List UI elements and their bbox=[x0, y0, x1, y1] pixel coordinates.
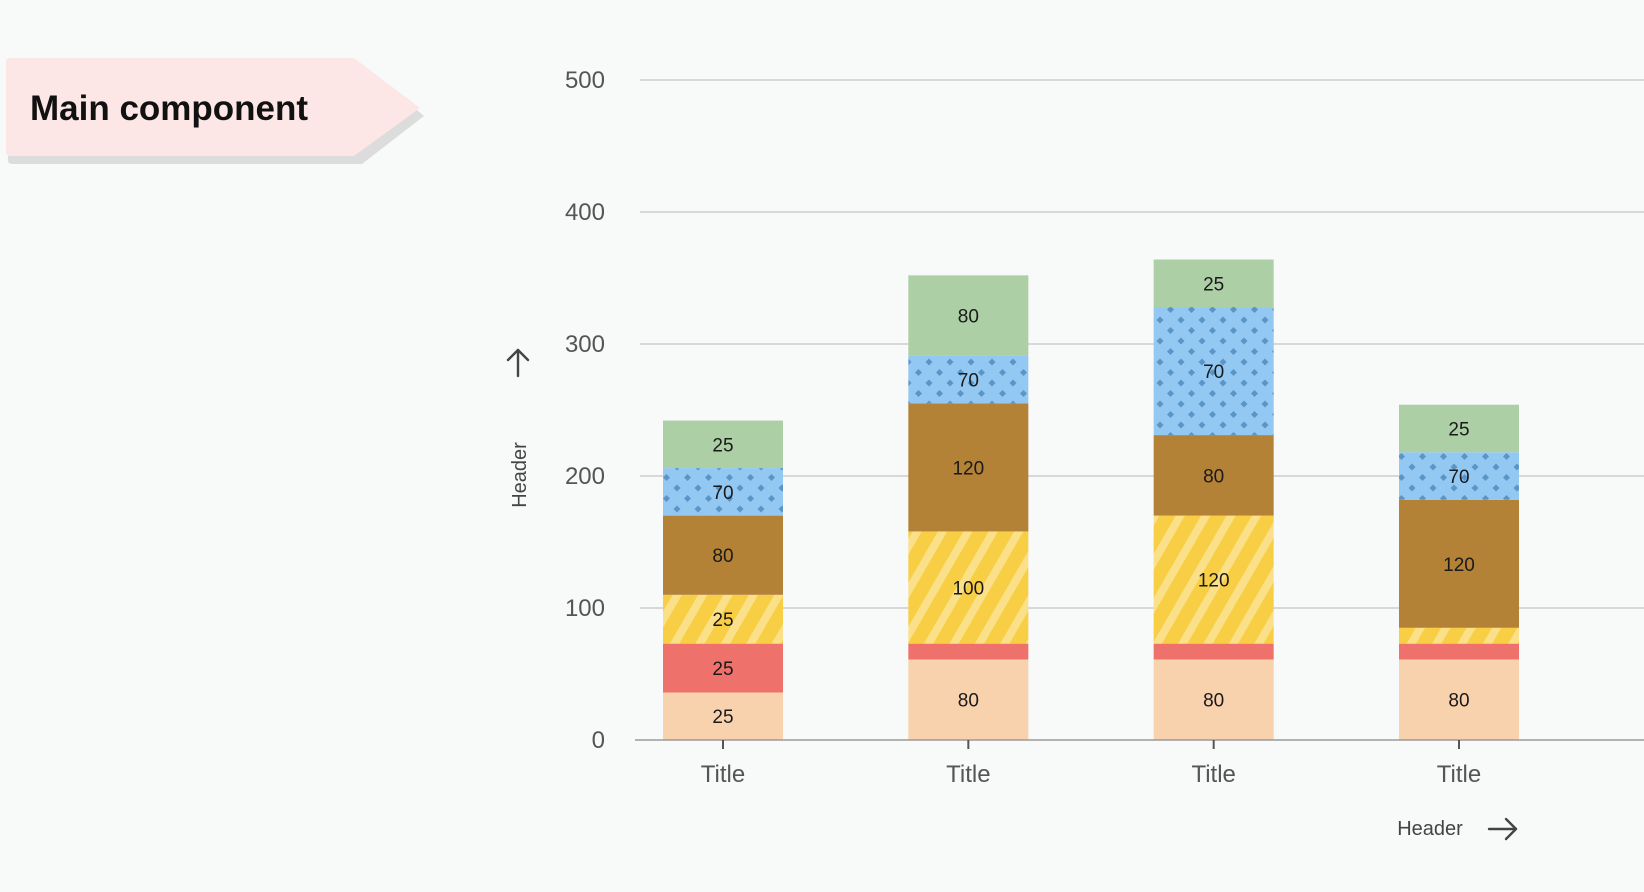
x-tick-label: Title bbox=[1437, 761, 1481, 788]
bar-segment-series-2-cat-1 bbox=[663, 643, 783, 693]
segment-value-label: 70 bbox=[1203, 362, 1224, 383]
bar-segment-series-3-cat-2 bbox=[908, 531, 1029, 644]
bar-segment-series-1-cat-1 bbox=[663, 692, 783, 740]
y-axis-title: Header bbox=[509, 442, 531, 508]
segment-value-label: 80 bbox=[1448, 691, 1469, 712]
y-tick-label: 0 bbox=[592, 727, 605, 754]
main-component-tag: Main component bbox=[6, 58, 426, 166]
bar-segment-series-3-cat-4 bbox=[1399, 627, 1519, 644]
segment-value-label: 80 bbox=[1203, 691, 1224, 712]
bar-segment-series-1-cat-2 bbox=[908, 659, 1029, 740]
bar-segment-series-1-cat-4 bbox=[1399, 659, 1519, 740]
segment-value-label: 70 bbox=[712, 483, 733, 504]
segment-value-label: 80 bbox=[958, 691, 979, 712]
segment-value-label: 70 bbox=[1448, 467, 1469, 488]
segment-value-label: 80 bbox=[712, 546, 733, 567]
segment-value-label: 25 bbox=[712, 435, 733, 456]
x-axis: Title Title Title Title bbox=[635, 739, 1644, 788]
y-tick-label: 200 bbox=[565, 463, 605, 490]
bar-segment-series-3-cat-1 bbox=[663, 594, 783, 644]
y-tick-label: 500 bbox=[565, 67, 605, 94]
segment-value-label: 120 bbox=[952, 458, 984, 479]
segment-value-label: 25 bbox=[712, 610, 733, 631]
bar-segment-series-2-cat-3 bbox=[1153, 643, 1274, 660]
x-axis-title: Header bbox=[1397, 818, 1463, 840]
segment-value-label: 25 bbox=[1203, 274, 1224, 295]
bars bbox=[663, 259, 1519, 740]
x-tick-label: Title bbox=[701, 761, 745, 788]
y-tick-label: 400 bbox=[565, 199, 605, 226]
segment-value-label: 25 bbox=[1448, 419, 1469, 440]
bar-segment-series-2-cat-2 bbox=[908, 643, 1029, 660]
segment-value-label: 120 bbox=[1198, 571, 1230, 592]
bar-segment-series-6-cat-1 bbox=[663, 420, 783, 469]
segment-value-label: 70 bbox=[958, 371, 979, 392]
y-tick-label: 100 bbox=[565, 595, 605, 622]
tag-shape bbox=[6, 58, 424, 164]
bar-segment-series-3-cat-3 bbox=[1153, 515, 1274, 644]
bar-segment-series-5-cat-3 bbox=[1153, 307, 1274, 436]
x-tick-label: Title bbox=[1191, 761, 1235, 788]
x-tick-label: Title bbox=[946, 761, 990, 788]
bar-segment-series-6-cat-3 bbox=[1153, 259, 1274, 308]
y-axis-ticks: 0 100 200 300 400 500 bbox=[565, 67, 605, 754]
segment-value-label: 80 bbox=[1203, 466, 1224, 487]
segment-value-label: 25 bbox=[712, 707, 733, 728]
y-tick-label: 300 bbox=[565, 331, 605, 358]
arrow-up-icon bbox=[506, 348, 530, 378]
bar-segment-series-1-cat-3 bbox=[1153, 659, 1274, 740]
x-axis-title-group: Header bbox=[1397, 817, 1518, 841]
segment-value-label: 25 bbox=[712, 659, 733, 680]
segment-value-label: 80 bbox=[958, 307, 979, 328]
arrow-right-icon bbox=[1487, 817, 1518, 841]
segment-value-label: 120 bbox=[1443, 555, 1475, 576]
bar-segment-series-5-cat-2 bbox=[908, 355, 1029, 404]
main-component-label: Main component bbox=[30, 89, 309, 128]
grid-lines bbox=[640, 79, 1644, 609]
y-axis-title-group: Header bbox=[506, 348, 531, 508]
bar-segment-series-5-cat-1 bbox=[663, 468, 783, 516]
bar-segment-series-6-cat-4 bbox=[1399, 404, 1519, 453]
bar-segment-series-5-cat-4 bbox=[1399, 452, 1519, 500]
bar-segment-series-6-cat-2 bbox=[908, 275, 1029, 356]
bar-segment-series-2-cat-4 bbox=[1399, 643, 1519, 660]
bar-segment-series-4-cat-4 bbox=[1399, 499, 1519, 628]
bar-segment-series-4-cat-2 bbox=[908, 403, 1029, 532]
segment-value-label: 100 bbox=[952, 579, 984, 600]
bar-segment-series-4-cat-1 bbox=[663, 515, 783, 595]
bar-segment-series-4-cat-3 bbox=[1153, 435, 1274, 516]
segment-labels: 25 25 25 80 70 25 80 100 120 70 80 80 120 80 70 25 80 120… bbox=[712, 274, 1474, 728]
